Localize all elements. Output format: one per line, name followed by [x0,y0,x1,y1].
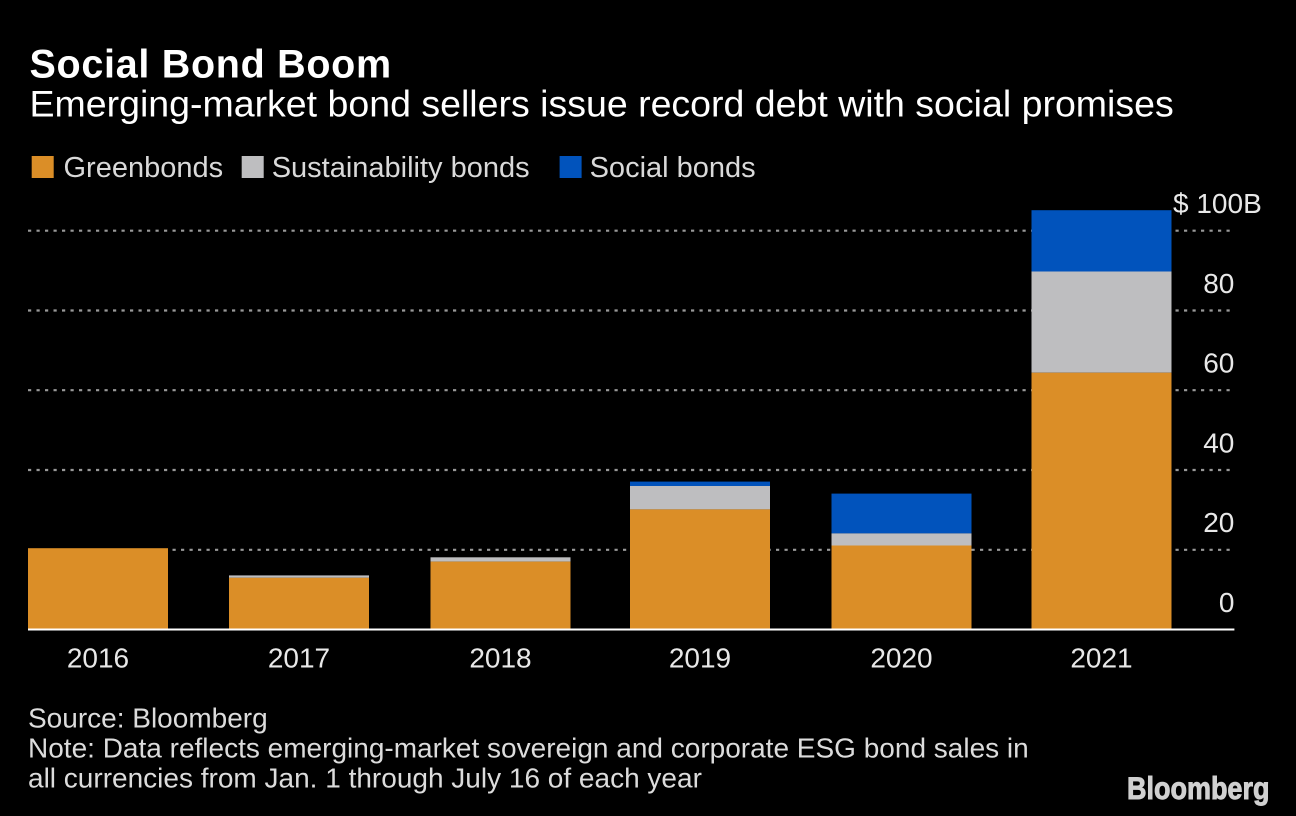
svg-text:2020: 2020 [870,643,932,674]
svg-text:all currencies from Jan. 1 thr: all currencies from Jan. 1 through July … [28,763,702,794]
svg-text:Emerging-market bond sellers i: Emerging-market bond sellers issue recor… [30,83,1174,125]
svg-text:Social Bond Boom: Social Bond Boom [30,43,392,87]
svg-text:Greenbonds: Greenbonds [64,152,224,184]
svg-text:Sustainability bonds: Sustainability bonds [272,152,530,184]
svg-text:Source: Bloomberg: Source: Bloomberg [28,703,268,734]
svg-text:0: 0 [1219,587,1235,618]
svg-text:2016: 2016 [67,643,129,674]
svg-text:2018: 2018 [469,643,531,674]
svg-text:40: 40 [1203,428,1234,459]
svg-text:$ 100B: $ 100B [1173,188,1262,219]
svg-text:Note: Data reflects emerging-m: Note: Data reflects emerging-market sove… [28,733,1029,764]
svg-text:2021: 2021 [1070,643,1132,674]
svg-text:2017: 2017 [268,643,330,674]
svg-text:Social bonds: Social bonds [590,152,756,184]
svg-text:2019: 2019 [669,643,731,674]
svg-text:80: 80 [1203,268,1234,299]
svg-text:Bloomberg: Bloomberg [1127,771,1269,807]
svg-text:20: 20 [1203,507,1234,538]
svg-text:60: 60 [1203,348,1234,379]
